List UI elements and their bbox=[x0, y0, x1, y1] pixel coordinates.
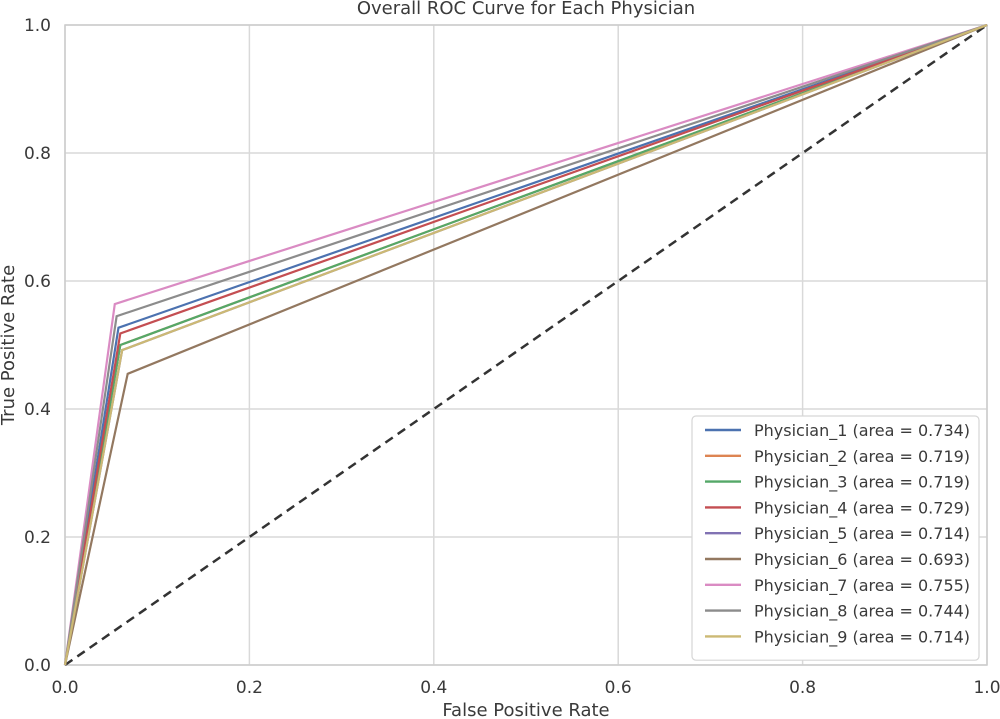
reference-layer bbox=[64, 23, 988, 667]
series-layer bbox=[63, 23, 988, 666]
series-line-6 bbox=[63, 23, 988, 666]
y-tick-label-3: 0.6 bbox=[24, 272, 51, 292]
tick-layer: 0.0 0.2 0.4 0.6 0.8 1.0 0.0 0.2 0.4 0.6 0.8 1.0 bbox=[24, 16, 1000, 698]
legend-label-9: Physician_9 (area = 0.714) bbox=[754, 627, 970, 647]
legend-label-4: Physician_4 (area = 0.729) bbox=[754, 498, 970, 518]
x-tick-label-3: 0.6 bbox=[605, 678, 632, 698]
y-tick-label-1: 0.2 bbox=[24, 528, 51, 548]
legend-label-3: Physician_3 (area = 0.719) bbox=[754, 473, 970, 493]
y-tick-label-4: 0.8 bbox=[24, 144, 51, 164]
legend-label-6: Physician_6 (area = 0.693) bbox=[754, 550, 970, 570]
plot-frame bbox=[64, 24, 988, 666]
x-axis-title: False Positive Rate bbox=[442, 700, 609, 719]
series-line-4 bbox=[63, 23, 988, 666]
axes-layer bbox=[64, 24, 988, 666]
x-tick-label-5: 1.0 bbox=[973, 678, 1000, 698]
series-line-8 bbox=[63, 23, 988, 666]
chance-diagonal-line bbox=[64, 23, 988, 667]
x-tick-label-0: 0.0 bbox=[51, 678, 78, 698]
legend-label-5: Physician_5 (area = 0.714) bbox=[754, 524, 970, 544]
chart-title: Overall ROC Curve for Each Physician bbox=[357, 0, 695, 19]
legend-label-1: Physician_1 (area = 0.734) bbox=[754, 421, 970, 441]
y-axis-title: True Positive Rate bbox=[0, 265, 19, 426]
y-tick-label-0: 0.0 bbox=[24, 656, 51, 676]
legend-label-7: Physician_7 (area = 0.755) bbox=[754, 576, 970, 596]
y-tick-label-5: 1.0 bbox=[24, 16, 51, 36]
x-tick-label-4: 0.8 bbox=[789, 678, 816, 698]
legend-box bbox=[691, 415, 980, 661]
legend-label-2: Physician_2 (area = 0.719) bbox=[754, 447, 970, 467]
y-tick-label-2: 0.4 bbox=[24, 400, 51, 420]
series-line-9 bbox=[63, 23, 988, 666]
legend: Physician_1 (area = 0.734) Physician_2 (a… bbox=[691, 415, 980, 661]
series-line-7 bbox=[63, 23, 988, 666]
x-tick-label-1: 0.2 bbox=[236, 678, 263, 698]
x-tick-label-2: 0.4 bbox=[420, 678, 447, 698]
legend-label-8: Physician_8 (area = 0.744) bbox=[754, 602, 970, 622]
